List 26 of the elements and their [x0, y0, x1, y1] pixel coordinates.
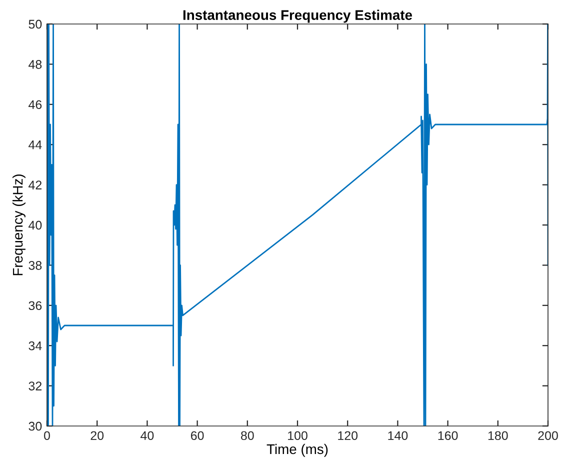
x-tick-label: 60: [190, 431, 204, 440]
chart-title: Instantaneous Frequency Estimate: [183, 10, 412, 23]
y-tick-label: 38: [28, 261, 42, 270]
y-tick-label: 42: [28, 180, 42, 190]
x-tick-label: 20: [90, 431, 104, 440]
y-tick-label: 46: [28, 100, 42, 110]
line-series: [47, 24, 548, 426]
x-tick-label: 200: [538, 431, 558, 440]
y-tick-label: 40: [28, 220, 42, 230]
y-axis-title: Frequency (kHz): [12, 174, 26, 276]
y-tick-label: 36: [28, 301, 42, 310]
y-tick-label: 32: [28, 382, 42, 390]
x-tick-label: 40: [140, 431, 154, 440]
y-tick-label: 48: [28, 60, 42, 69]
y-tick-label: 50: [28, 20, 42, 29]
y-tick-label: 30: [28, 422, 42, 431]
x-tick-label: 120: [338, 431, 358, 440]
x-tick-label: 180: [488, 431, 508, 440]
x-tick-label: 80: [240, 431, 254, 440]
y-tick-label: 44: [28, 140, 42, 150]
x-tick-label: 100: [288, 431, 308, 440]
x-tick-label: 160: [438, 431, 458, 440]
x-tick-label: 0: [44, 431, 50, 440]
x-axis-title: Time (ms): [266, 444, 328, 457]
y-tick-label: 34: [28, 341, 42, 350]
x-tick-label: 140: [388, 431, 408, 440]
